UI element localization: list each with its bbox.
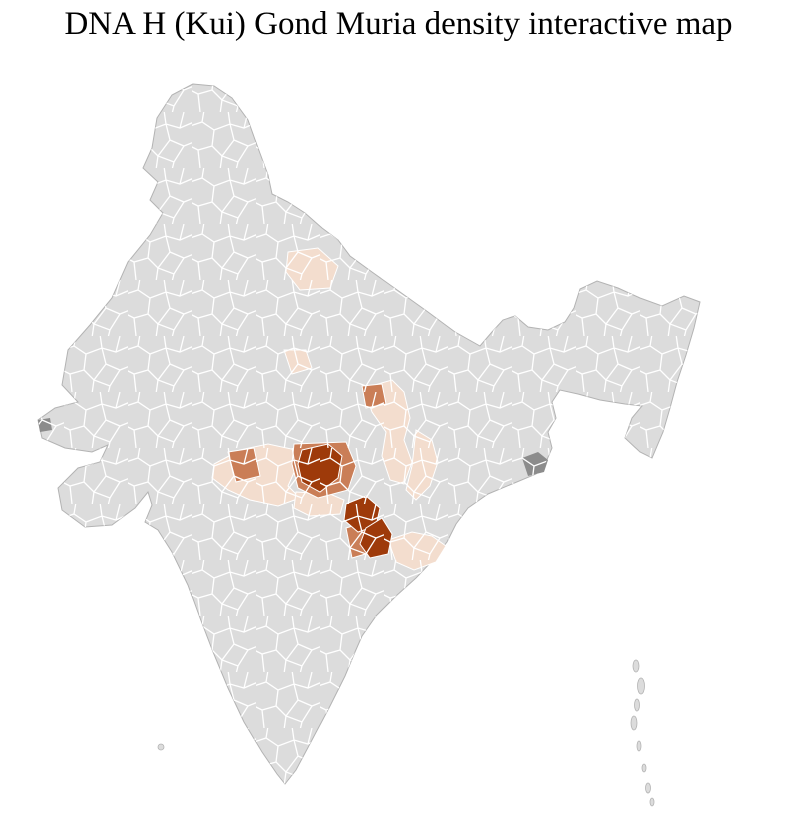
islands-group <box>157 659 655 807</box>
island[interactable] <box>649 797 655 807</box>
island[interactable] <box>630 715 638 731</box>
island[interactable] <box>636 740 642 752</box>
island[interactable] <box>634 698 640 712</box>
page-title: DNA H (Kui) Gond Muria density interacti… <box>64 6 733 42</box>
island[interactable] <box>632 659 640 673</box>
island[interactable] <box>157 743 165 751</box>
island[interactable] <box>645 782 651 794</box>
island[interactable] <box>641 763 647 773</box>
island[interactable] <box>637 677 645 695</box>
